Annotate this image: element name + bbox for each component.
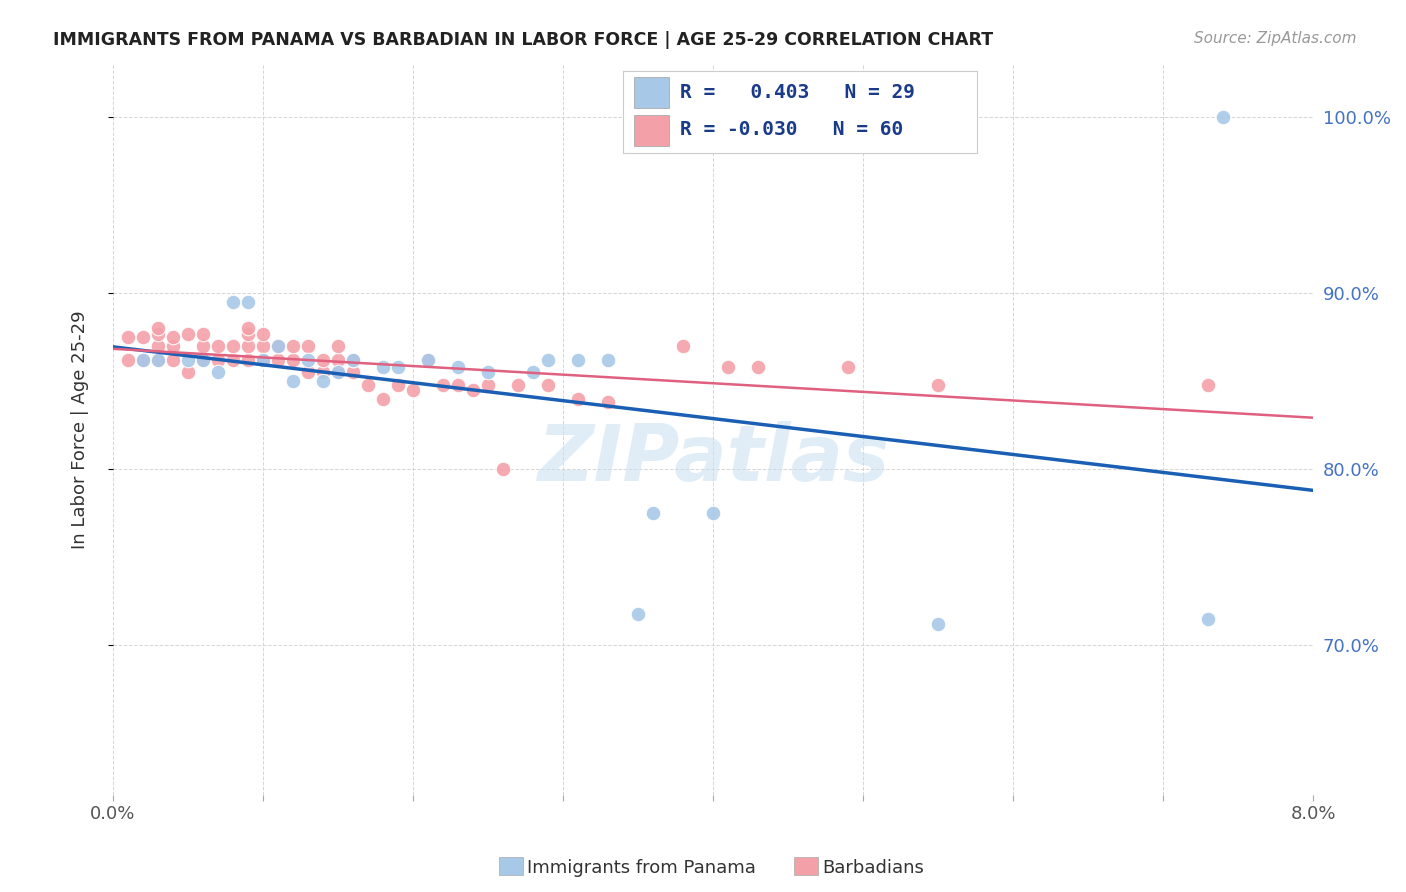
Point — [222, 294, 245, 309]
Point — [146, 321, 169, 335]
Point — [357, 377, 380, 392]
Point — [447, 377, 470, 392]
Point — [207, 339, 229, 353]
Point — [342, 353, 364, 368]
Point — [177, 326, 200, 341]
Point — [207, 365, 229, 379]
Point — [717, 359, 740, 374]
Point — [236, 353, 259, 368]
Point — [326, 365, 349, 379]
Point — [747, 359, 769, 374]
Point — [117, 353, 139, 368]
Point — [267, 339, 290, 353]
Point — [567, 353, 589, 368]
Point — [416, 353, 439, 368]
Text: ZIPatlas: ZIPatlas — [537, 421, 889, 497]
Point — [207, 353, 229, 368]
Point — [236, 294, 259, 309]
Y-axis label: In Labor Force | Age 25-29: In Labor Force | Age 25-29 — [72, 310, 89, 549]
Point — [492, 462, 515, 476]
Point — [702, 506, 724, 520]
Point — [222, 353, 245, 368]
Point — [191, 353, 214, 368]
Point — [132, 353, 155, 368]
Point — [371, 359, 394, 374]
Point — [191, 353, 214, 368]
Point — [402, 383, 425, 397]
Point — [641, 506, 664, 520]
Point — [477, 377, 499, 392]
Point — [297, 339, 319, 353]
Point — [1212, 110, 1234, 124]
Point — [191, 339, 214, 353]
Point — [146, 353, 169, 368]
Point — [927, 377, 949, 392]
Point — [387, 377, 409, 392]
Point — [267, 339, 290, 353]
Point — [927, 617, 949, 632]
Point — [326, 353, 349, 368]
Point — [1197, 612, 1219, 626]
Point — [236, 326, 259, 341]
Point — [312, 353, 335, 368]
Point — [837, 359, 859, 374]
Point — [432, 377, 454, 392]
Point — [236, 339, 259, 353]
Point — [222, 339, 245, 353]
Point — [281, 374, 304, 388]
Point — [416, 353, 439, 368]
Point — [252, 353, 274, 368]
Text: Source: ZipAtlas.com: Source: ZipAtlas.com — [1194, 31, 1357, 46]
Point — [117, 330, 139, 344]
Point — [371, 392, 394, 406]
Point — [146, 353, 169, 368]
Point — [537, 353, 560, 368]
Point — [267, 353, 290, 368]
Point — [162, 339, 184, 353]
Point — [252, 353, 274, 368]
Point — [506, 377, 529, 392]
Point — [326, 365, 349, 379]
Point — [387, 359, 409, 374]
Point — [297, 365, 319, 379]
Point — [146, 339, 169, 353]
Point — [252, 326, 274, 341]
Text: Immigrants from Panama: Immigrants from Panama — [527, 859, 756, 877]
Point — [477, 365, 499, 379]
Point — [627, 607, 650, 621]
Point — [342, 365, 364, 379]
Point — [162, 353, 184, 368]
Point — [567, 392, 589, 406]
Point — [596, 353, 619, 368]
Point — [146, 326, 169, 341]
Point — [132, 330, 155, 344]
Point — [281, 353, 304, 368]
Point — [132, 353, 155, 368]
Point — [342, 353, 364, 368]
Text: Barbadians: Barbadians — [823, 859, 924, 877]
Point — [522, 365, 544, 379]
Point — [596, 395, 619, 409]
Point — [177, 353, 200, 368]
Point — [252, 339, 274, 353]
Point — [312, 374, 335, 388]
Point — [1197, 377, 1219, 392]
Point — [236, 321, 259, 335]
Point — [447, 359, 470, 374]
Point — [312, 365, 335, 379]
Point — [537, 377, 560, 392]
Point — [326, 339, 349, 353]
Point — [461, 383, 484, 397]
Point — [162, 330, 184, 344]
Text: IMMIGRANTS FROM PANAMA VS BARBADIAN IN LABOR FORCE | AGE 25-29 CORRELATION CHART: IMMIGRANTS FROM PANAMA VS BARBADIAN IN L… — [53, 31, 994, 49]
Point — [177, 365, 200, 379]
Point — [191, 326, 214, 341]
Point — [672, 339, 695, 353]
Point — [297, 353, 319, 368]
Point — [281, 339, 304, 353]
